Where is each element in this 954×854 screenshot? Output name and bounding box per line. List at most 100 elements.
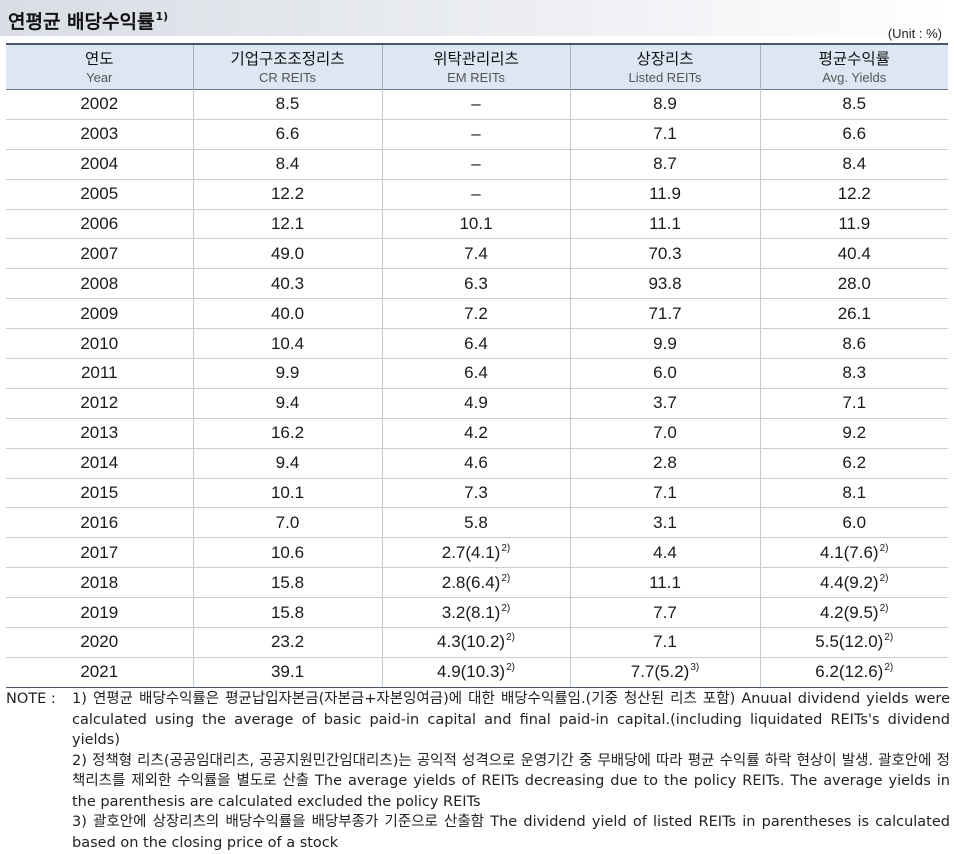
cell-avg-yield-value: 4.2(9.5) xyxy=(820,602,879,622)
cell-em-reits-value: 6.4 xyxy=(464,333,488,353)
cell-cr-reits: 16.2 xyxy=(192,418,382,449)
cell-year-value: 2016 xyxy=(80,512,119,532)
cell-listed-reits-value: 71.7 xyxy=(648,303,682,323)
cell-year: 2002 xyxy=(6,89,193,120)
title-footnote-marker: 1) xyxy=(155,10,169,23)
cell-year-value: 2014 xyxy=(80,453,119,473)
cell-em-reits: 6.4 xyxy=(381,358,570,389)
note-row-2-indent xyxy=(6,751,72,813)
cell-cr-reits: 8.4 xyxy=(192,149,382,180)
table-row: 2014 9.4 4.6 2.8 6.2 xyxy=(6,448,948,479)
cell-cr-reits: 8.5 xyxy=(192,89,382,120)
cell-cr-reits: 6.6 xyxy=(192,119,382,150)
header-em-reits: 위탁관리리츠 EM REITs xyxy=(381,44,570,90)
cell-year-value: 2003 xyxy=(80,124,119,144)
footnote-marker: 2) xyxy=(879,602,889,614)
footnote-marker: 2) xyxy=(884,632,894,644)
cell-cr-reits-value: 23.2 xyxy=(270,632,305,652)
cell-cr-reits-value: 9.4 xyxy=(275,453,300,473)
cell-em-reits-value: 7.4 xyxy=(464,243,488,263)
cell-year-value: 2008 xyxy=(80,273,119,293)
cell-listed-reits: 9.9 xyxy=(569,328,760,360)
cell-avg-yield: 4.4(9.2)2) xyxy=(759,567,948,599)
cell-avg-yield-value: 11.9 xyxy=(838,214,871,233)
cell-avg-yield: 6.2(12.6)2) xyxy=(759,657,948,688)
cell-avg-yield-value: 6.2(12.6) xyxy=(815,662,884,682)
cell-cr-reits-value: 12.2 xyxy=(270,184,305,204)
cell-listed-reits-value: 9.9 xyxy=(653,333,677,353)
cell-avg-yield-value: 8.6 xyxy=(842,333,867,353)
cell-listed-reits-value: 8.9 xyxy=(653,94,677,114)
page-title: 연평균 배당수익률1) xyxy=(8,7,168,34)
cell-year: 2017 xyxy=(6,537,193,569)
cell-cr-reits-value: 15.8 xyxy=(270,572,305,592)
cell-em-reits: 4.9(10.3)2) xyxy=(381,657,570,688)
cell-listed-reits: 70.3 xyxy=(569,238,760,270)
cell-listed-reits: 71.7 xyxy=(569,298,760,330)
cell-year-value: 2002 xyxy=(80,94,119,114)
cell-cr-reits: 40.0 xyxy=(192,298,382,330)
cell-cr-reits-value: 10.1 xyxy=(270,483,305,503)
cell-year-value: 2019 xyxy=(80,602,119,622)
cell-listed-reits: 93.8 xyxy=(569,268,760,300)
table-row: 2008 40.3 6.3 93.8 28.0 xyxy=(6,268,948,300)
cell-year: 2010 xyxy=(6,328,193,360)
cell-year-value: 2010 xyxy=(80,333,119,353)
cell-em-reits-value: 4.9 xyxy=(464,393,488,413)
footnote-marker: 2) xyxy=(506,632,515,644)
table-row: 2010 10.4 6.4 9.9 8.6 xyxy=(6,328,948,360)
note-3-text: 3) 괄호안에 상장리츠의 배당수익률을 배당부종가 기준으로 산출함 The … xyxy=(72,814,950,851)
table-row: 2019 15.8 3.2(8.1)2) 7.7 4.2(9.5)2) xyxy=(6,597,948,629)
header-year-ko: 연도 xyxy=(84,49,114,68)
cell-cr-reits-value: 49.0 xyxy=(270,243,305,263)
cell-em-reits-value: – xyxy=(471,124,481,144)
cell-avg-yield-value: 12.2 xyxy=(837,184,871,204)
cell-listed-reits: 7.7 xyxy=(569,597,760,629)
cell-listed-reits-value: 7.1 xyxy=(653,483,677,503)
cell-listed-reits-value: 70.3 xyxy=(648,243,682,263)
cell-year: 2018 xyxy=(6,567,193,599)
cell-em-reits-value: 7.3 xyxy=(464,483,488,503)
note-row-2: 2) 정책형 리츠(공공임대리츠, 공공지원민간임대리츠)는 공익적 성격으로 … xyxy=(6,751,950,813)
cell-avg-yield-value: 8.1 xyxy=(842,483,867,503)
cell-listed-reits: 11.9 xyxy=(569,179,760,210)
table-row: 2018 15.8 2.8(6.4)2) 11.1 4.4(9.2)2) xyxy=(6,567,948,599)
cell-cr-reits: 10.4 xyxy=(192,328,382,360)
cell-listed-reits: 8.7 xyxy=(569,149,760,180)
cell-listed-reits-value: 3.7 xyxy=(653,393,677,413)
note-row-1: NOTE : 1) 연평균 배당수익률은 평균납입자본금(자본금+자본잉여금)에… xyxy=(6,689,950,751)
footnote-marker: 2) xyxy=(501,602,511,614)
table-row: 2017 10.6 2.7(4.1)2) 4.4 4.1(7.6)2) xyxy=(6,537,948,569)
table-row: 2013 16.2 4.2 7.0 9.2 xyxy=(6,418,948,449)
cell-year-value: 2009 xyxy=(80,303,119,323)
cell-avg-yield-value: 8.3 xyxy=(842,363,867,383)
footnote-marker: 2) xyxy=(884,662,894,674)
footnote-marker: 2) xyxy=(501,542,511,554)
cell-year-value: 2005 xyxy=(80,184,119,204)
header-listed-reits: 상장리츠 Listed REITs xyxy=(569,44,760,90)
cell-listed-reits: 7.1 xyxy=(569,478,760,509)
cell-year: 2020 xyxy=(6,627,193,658)
cell-listed-reits-value: 7.1 xyxy=(653,632,677,652)
cell-cr-reits: 12.1 xyxy=(192,209,382,240)
cell-avg-yield-value: 40.4 xyxy=(837,243,871,263)
cell-cr-reits: 10.6 xyxy=(192,537,382,569)
cell-year: 2019 xyxy=(6,597,193,629)
cell-listed-reits: 11.1 xyxy=(569,209,760,240)
cell-em-reits: – xyxy=(381,89,570,120)
cell-em-reits: 4.6 xyxy=(381,448,570,479)
cell-em-reits: 3.2(8.1)2) xyxy=(381,597,570,629)
header-cr-reits-ko: 기업구조조정리츠 xyxy=(230,49,345,68)
cell-avg-yield-value: 26.1 xyxy=(837,303,871,323)
cell-cr-reits-value: 6.6 xyxy=(275,124,300,144)
cell-em-reits-value: – xyxy=(471,154,481,174)
cell-em-reits: 6.4 xyxy=(381,328,570,360)
cell-year: 2015 xyxy=(6,478,193,509)
cell-listed-reits: 7.1 xyxy=(569,627,760,658)
cell-avg-yield: 8.6 xyxy=(759,328,948,360)
cell-em-reits: – xyxy=(381,149,570,180)
header-em-reits-en: EM REITs xyxy=(447,69,505,85)
cell-year: 2009 xyxy=(6,298,193,330)
cell-year: 2007 xyxy=(6,238,193,270)
table-row: 2004 8.4 – 8.7 8.4 xyxy=(6,149,948,180)
